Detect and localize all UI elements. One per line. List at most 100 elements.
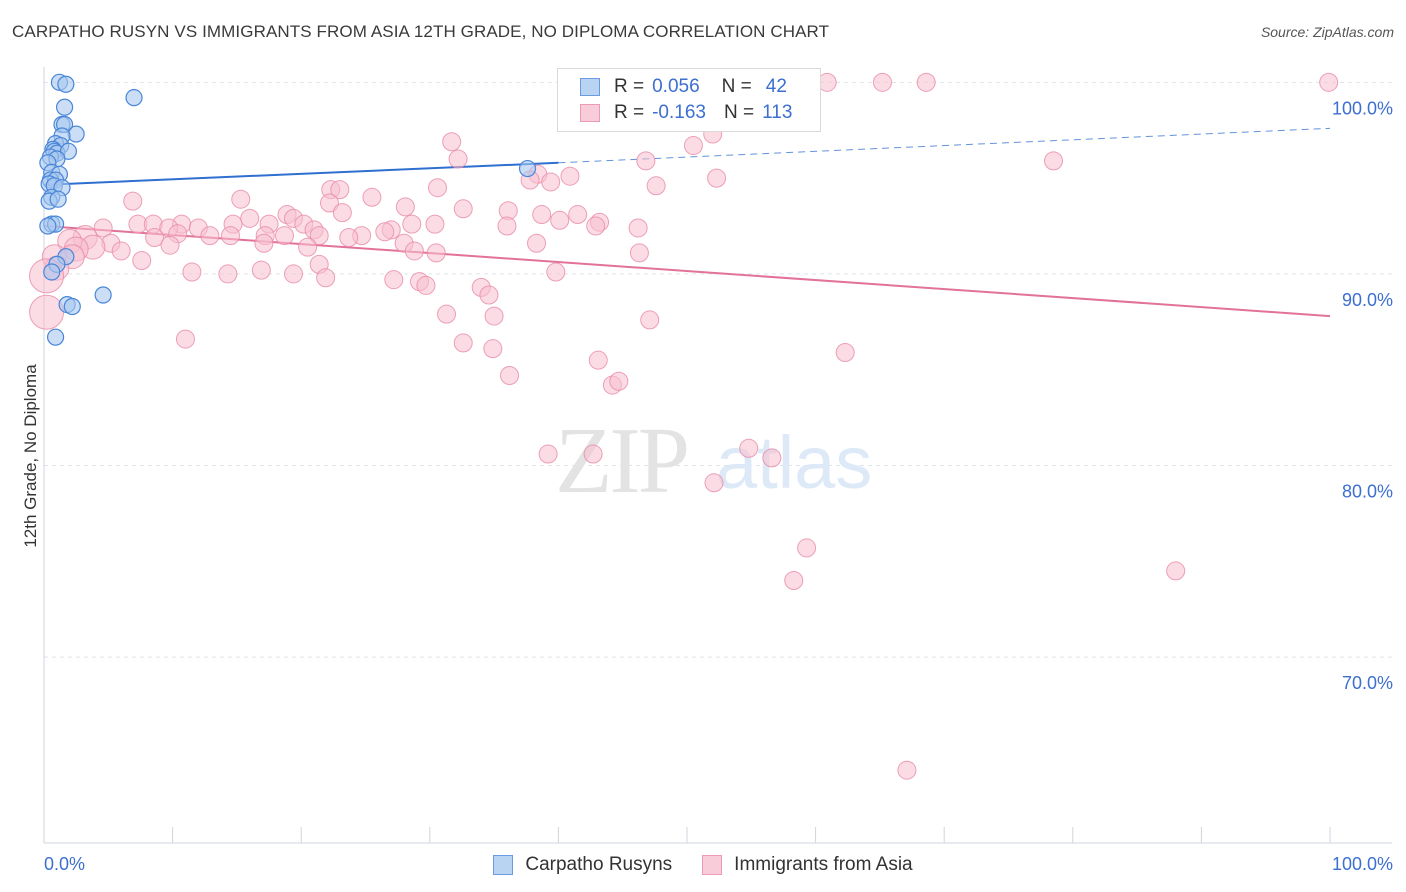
point-immigrants-from-asia [319, 193, 339, 213]
legend-swatch-pink [580, 104, 600, 122]
r-value: -0.163 [652, 102, 706, 123]
point-immigrants-from-asia [1166, 561, 1186, 581]
grid-lines [44, 81, 1392, 658]
legend-item-carpatho-rusyns[interactable]: Carpatho Rusyns [493, 854, 672, 876]
point-immigrants-from-asia [182, 262, 202, 282]
n-label: N = [721, 76, 752, 97]
n-label: N = [723, 102, 755, 123]
point-immigrants-from-asia [218, 264, 238, 284]
point-immigrants-from-asia [384, 270, 404, 290]
y-tick-label: 90.0% [1342, 290, 1393, 310]
point-immigrants-from-asia [428, 178, 448, 198]
point-immigrants-from-asia [704, 473, 724, 493]
point-immigrants-from-asia [402, 214, 422, 234]
point-immigrants-from-asia [588, 350, 608, 370]
point-immigrants-from-asia [550, 210, 570, 230]
point-immigrants-from-asia [220, 226, 240, 246]
point-immigrants-from-asia [254, 233, 274, 253]
watermark-zip: ZIP [555, 409, 687, 513]
point-immigrants-from-asia [375, 222, 395, 242]
chart-title: CARPATHO RUSYN VS IMMIGRANTS FROM ASIA 1… [12, 22, 830, 41]
stats-legend: R = 0.056 N = 42 R = -0.163 N = 113 [557, 68, 821, 132]
point-immigrants-from-asia [29, 294, 65, 330]
point-immigrants-from-asia [453, 333, 473, 353]
n-value: 113 [762, 102, 793, 123]
point-immigrants-from-asia [132, 251, 152, 271]
trend-extension-carpatho-rusyns [558, 127, 1331, 164]
point-immigrants-from-asia [897, 760, 917, 780]
point-immigrants-from-asia [646, 176, 666, 196]
point-immigrants-from-asia [629, 243, 649, 263]
point-immigrants-from-asia [309, 226, 329, 246]
point-immigrants-from-asia [330, 180, 350, 200]
legend-label: Immigrants from Asia [734, 854, 913, 875]
y-tick-label: 70.0% [1342, 673, 1393, 693]
point-carpatho-rusyns [43, 263, 61, 281]
point-immigrants-from-asia [532, 205, 552, 225]
legend-label: Carpatho Rusyns [525, 854, 673, 875]
point-immigrants-from-asia [1319, 72, 1339, 92]
point-immigrants-from-asia [448, 149, 468, 169]
legend-row-carpatho-rusyns: R = 0.056 N = 42 [580, 74, 787, 100]
source-label: Source: ZipAtlas.com [1260, 24, 1394, 40]
watermark: ZIP atlas [555, 409, 872, 513]
point-immigrants-from-asia [560, 166, 580, 186]
point-immigrants-from-asia [784, 571, 804, 591]
r-value: 0.056 [652, 76, 700, 97]
legend-item-immigrants-from-asia[interactable]: Immigrants from Asia [702, 854, 913, 876]
point-carpatho-rusyns [46, 328, 65, 346]
point-immigrants-from-asia [395, 197, 415, 217]
axes [43, 67, 1392, 844]
point-immigrants-from-asia [240, 208, 260, 228]
point-immigrants-from-asia [200, 226, 220, 246]
n-value: 42 [765, 76, 787, 97]
x-tick-label: 0.0% [44, 854, 85, 874]
legend-swatch-pink [702, 855, 723, 875]
point-carpatho-rusyns [39, 217, 57, 235]
point-immigrants-from-asia [416, 275, 436, 295]
watermark-atlas: atlas [716, 421, 872, 504]
point-immigrants-from-asia [872, 72, 892, 92]
r-label: R = [614, 76, 645, 97]
point-carpatho-rusyns [57, 75, 75, 93]
point-immigrants-from-asia [583, 444, 603, 464]
point-carpatho-rusyns [94, 286, 112, 304]
legend-swatch-blue [493, 855, 514, 875]
point-immigrants-from-asia [546, 262, 566, 282]
point-immigrants-from-asia [739, 438, 759, 458]
point-immigrants-from-asia [762, 448, 782, 468]
point-immigrants-from-asia [123, 191, 143, 211]
point-immigrants-from-asia [541, 172, 561, 192]
point-immigrants-from-asia [362, 187, 382, 207]
series-carpatho-rusyns [39, 73, 537, 346]
point-immigrants-from-asia [707, 168, 727, 188]
point-immigrants-from-asia [835, 342, 855, 362]
point-immigrants-from-asia [636, 151, 656, 171]
point-immigrants-from-asia [93, 218, 113, 238]
point-immigrants-from-asia [251, 260, 271, 280]
point-immigrants-from-asia [175, 329, 195, 349]
legend-row-immigrants-from-asia: R = -0.163 N = 113 [580, 100, 792, 126]
y-axis-label: 12th Grade, No Diploma [21, 364, 40, 548]
point-immigrants-from-asia [298, 237, 318, 257]
point-immigrants-from-asia [484, 306, 504, 326]
point-carpatho-rusyns [518, 159, 537, 178]
point-immigrants-from-asia [500, 365, 520, 385]
point-immigrants-from-asia [628, 218, 648, 238]
point-immigrants-from-asia [231, 189, 251, 209]
point-immigrants-from-asia [586, 216, 606, 236]
point-carpatho-rusyns [63, 297, 81, 316]
point-immigrants-from-asia [145, 228, 165, 248]
point-immigrants-from-asia [453, 199, 473, 219]
y-tick-label: 100.0% [1332, 98, 1393, 118]
point-immigrants-from-asia [437, 304, 457, 324]
series-legend: Carpatho Rusyns Immigrants from Asia [0, 852, 1406, 878]
point-immigrants-from-asia [483, 339, 503, 359]
r-label: R = [614, 102, 645, 123]
tick-labels: 70.0% 80.0% 90.0% 100.0% 0.0% 100.0% [44, 98, 1393, 874]
point-immigrants-from-asia [442, 132, 462, 152]
point-immigrants-from-asia [683, 136, 703, 156]
point-immigrants-from-asia [527, 233, 547, 253]
point-immigrants-from-asia [640, 310, 660, 330]
